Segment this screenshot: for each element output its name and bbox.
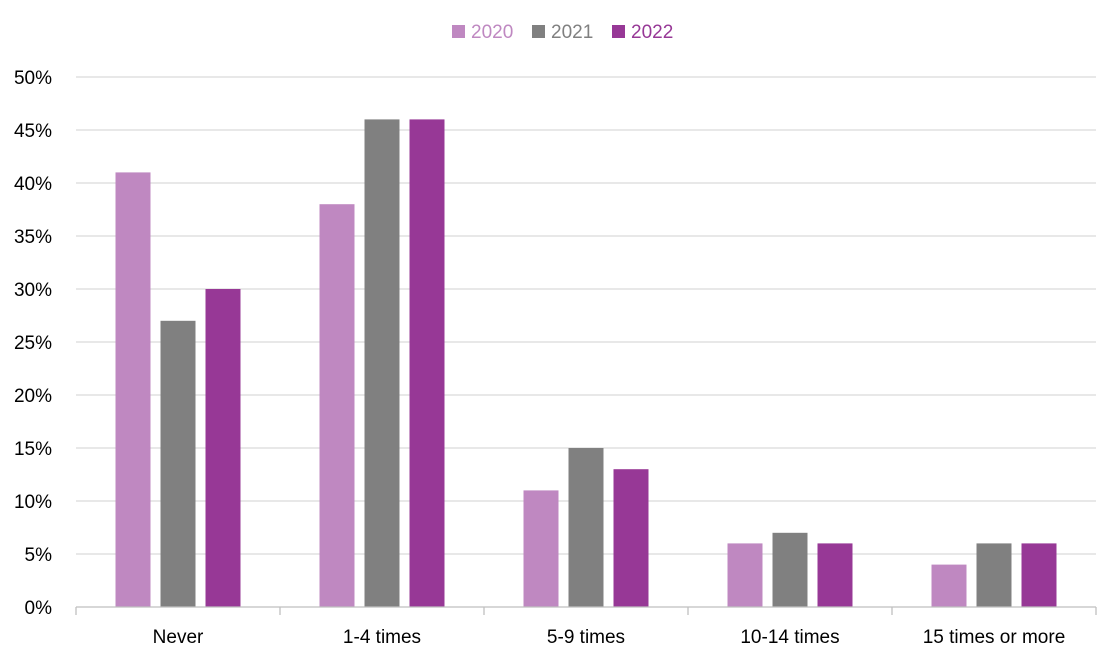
bar-2020-10-14-times [727,543,763,607]
y-tick-label: 35% [14,227,52,248]
y-tick-label: 5% [25,545,53,566]
bar-2021-never [160,320,196,607]
x-tick-label: 10-14 times [740,627,839,648]
legend-swatch-2020 [452,25,465,38]
bar-2022-10-14-times [817,543,853,607]
y-tick-label: 10% [14,492,52,513]
legend-swatch-2022 [612,25,625,38]
gridlines [76,76,1096,555]
y-tick-label: 0% [25,598,53,619]
y-tick-label: 30% [14,280,52,301]
bar-2020-never [115,172,151,607]
bar-2020-5-9-times [523,490,559,607]
bar-2022-15-times-or-more [1021,543,1057,607]
bar-2021-10-14-times [772,532,808,607]
bar-2021-1-4-times [364,119,400,608]
bar-2020-15-times-or-more [931,564,967,607]
y-tick-label: 50% [14,68,52,89]
y-tick-label: 45% [14,121,52,142]
bars [115,119,1057,608]
legend-label-2021: 2021 [551,22,593,43]
x-tick-label: 5-9 times [547,627,625,648]
y-tick-label: 15% [14,439,52,460]
y-tick-label: 20% [14,386,52,407]
legend-label-2022: 2022 [631,22,673,43]
legend-swatch-2021 [532,25,545,38]
axes: 0% 5% 10% 15% 20% 25% 30% 35% 40% 45% 50% Never 1-4 … [14,68,1097,648]
y-tick-label: 25% [14,333,52,354]
y-tick-label: 40% [14,174,52,195]
bar-2020-1-4-times [319,204,355,607]
bar-2022-1-4-times [409,119,445,608]
x-tick-label: Never [153,627,204,648]
bar-2022-never [205,289,241,607]
legend-label-2020: 2020 [471,22,513,43]
bar-2021-15-times-or-more [976,543,1012,607]
bar-2022-5-9-times [613,469,649,607]
legend: 2020 2021 2022 [452,22,673,43]
bar-2021-5-9-times [568,448,604,607]
x-tick-label: 15 times or more [923,627,1066,648]
x-tick-label: 1-4 times [343,627,421,648]
